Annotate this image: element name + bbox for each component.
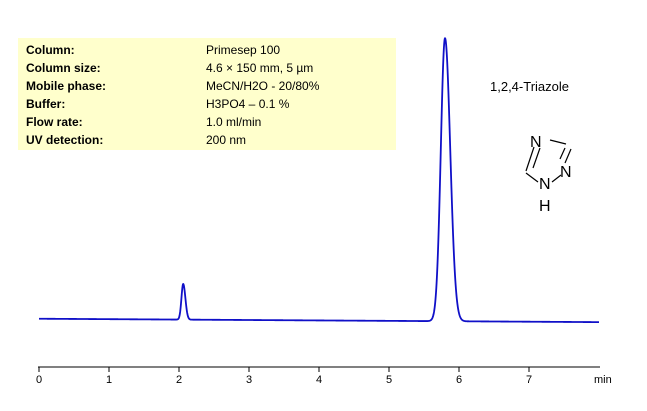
x-axis-ticks [38, 367, 530, 372]
atom-n-top: N [530, 134, 542, 151]
info-value: 1.0 ml/min [206, 115, 262, 129]
x-tick-label: 1 [106, 374, 112, 386]
chromatogram-trace [38, 37, 600, 324]
info-value: H3PO4 – 0.1 % [206, 97, 290, 111]
info-label: Column size: [26, 61, 101, 75]
atom-n-right: N [560, 164, 572, 181]
info-value: MeCN/H2O - 20/80% [206, 79, 320, 93]
info-label: Mobile phase: [26, 79, 107, 93]
method-info-box: Column: Primesep 100 Column size: 4.6 × 150… [18, 38, 396, 150]
x-tick-label: 6 [456, 374, 462, 386]
x-tick-label: 4 [316, 374, 322, 386]
x-axis-tick-labels: 0 1 2 3 4 5 6 7 [36, 374, 532, 386]
x-tick-label: 0 [36, 374, 42, 386]
x-tick-label: 7 [526, 374, 532, 386]
info-label: Flow rate: [26, 115, 83, 129]
x-tick-label: 3 [246, 374, 252, 386]
info-value: 200 nm [206, 133, 247, 147]
info-label: Column: [26, 43, 75, 57]
x-axis-label: min [594, 374, 612, 386]
info-value: Primesep 100 [206, 43, 281, 57]
x-tick-label: 5 [386, 374, 392, 386]
atom-n-bottom: N [539, 176, 551, 193]
atom-h: H [539, 198, 551, 215]
triazole-structure-icon: N N N H [525, 134, 572, 215]
x-tick-label: 2 [176, 374, 182, 386]
compound-name: 1,2,4-Triazole [490, 79, 569, 94]
info-value: 4.6 × 150 mm, 5 µm [206, 61, 314, 75]
info-label: UV detection: [26, 133, 104, 147]
info-label: Buffer: [26, 97, 66, 111]
